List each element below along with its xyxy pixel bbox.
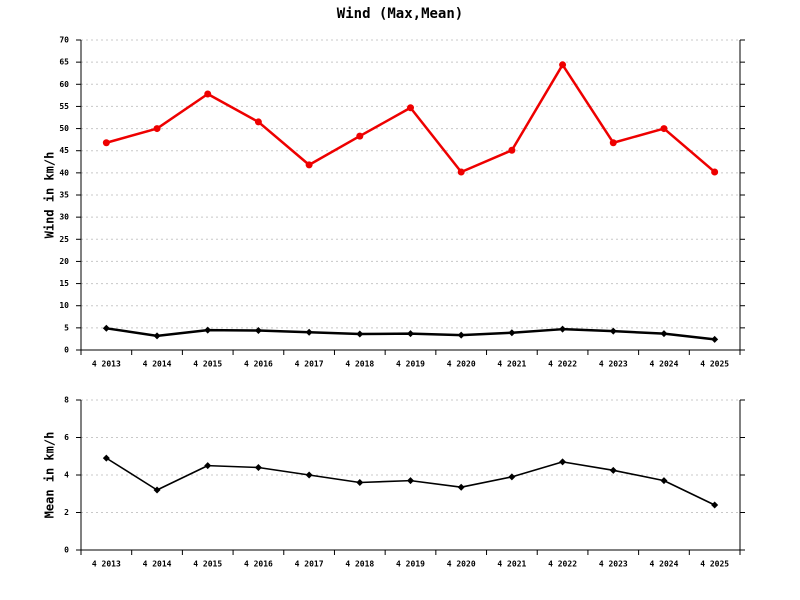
y-tick-label: 10 — [59, 301, 69, 310]
x-tick-label: 4 2022 — [548, 560, 577, 569]
point — [457, 168, 465, 176]
x-tick-label: 4 2023 — [599, 360, 628, 369]
x-tick-label: 4 2014 — [143, 360, 172, 369]
point — [204, 462, 212, 470]
y-tick-label: 30 — [59, 213, 69, 222]
point — [305, 328, 313, 336]
y-tick-label: 35 — [59, 191, 69, 200]
point — [305, 471, 313, 479]
point — [711, 168, 719, 176]
x-tick-label: 4 2013 — [92, 360, 121, 369]
x-tick-label: 4 2025 — [700, 360, 729, 369]
point — [660, 477, 668, 485]
x-tick-label: 4 2020 — [447, 360, 476, 369]
y-tick-label: 65 — [59, 58, 69, 67]
x-tick-label: 4 2020 — [447, 560, 476, 569]
y-tick-label: 5 — [64, 323, 69, 332]
y-tick-label: 50 — [59, 124, 69, 133]
y-tick-label: 25 — [59, 235, 69, 244]
x-tick-label: 4 2013 — [92, 560, 121, 569]
point — [660, 125, 668, 133]
x-tick-label: 4 2021 — [497, 560, 526, 569]
point — [153, 486, 161, 494]
x-tick-label: 4 2024 — [650, 560, 679, 569]
point — [356, 479, 364, 486]
point — [102, 139, 110, 147]
x-tick-label: 4 2023 — [599, 560, 628, 569]
point — [609, 139, 617, 147]
chart-title: Wind (Max,Mean) — [337, 6, 463, 22]
point — [559, 458, 567, 466]
y-tick-label: 4 — [64, 471, 69, 480]
y-tick-label: 45 — [59, 146, 69, 155]
y-tick-label: 20 — [59, 257, 69, 266]
point — [356, 132, 364, 140]
y-tick-label: 60 — [59, 80, 69, 89]
point — [457, 483, 465, 491]
x-tick-label: 4 2018 — [345, 560, 374, 569]
point — [407, 104, 414, 112]
x-tick-label: 4 2018 — [345, 360, 374, 369]
y-tick-label: 2 — [64, 508, 69, 517]
x-tick-label: 4 2017 — [295, 560, 324, 569]
x-tick-label: 4 2016 — [244, 360, 273, 369]
point — [356, 330, 364, 338]
point — [102, 324, 110, 332]
point — [660, 330, 668, 338]
point — [204, 90, 212, 98]
x-tick-label: 4 2021 — [497, 360, 526, 369]
y-axis-label: Mean in km/h — [43, 432, 57, 519]
point — [153, 125, 161, 133]
point — [508, 329, 516, 337]
y-tick-label: 0 — [64, 346, 69, 355]
point — [407, 477, 414, 485]
y-axis-label: Wind in km/h — [43, 152, 57, 239]
point — [305, 161, 313, 169]
point — [711, 335, 719, 343]
point — [254, 118, 262, 126]
point — [559, 61, 567, 69]
point — [407, 330, 414, 338]
point — [508, 473, 516, 481]
x-tick-label: 4 2014 — [143, 560, 172, 569]
point — [102, 454, 110, 462]
x-tick-label: 4 2015 — [193, 560, 222, 569]
y-tick-label: 70 — [59, 36, 69, 45]
y-tick-label: 0 — [64, 546, 69, 555]
x-tick-label: 4 2022 — [548, 360, 577, 369]
y-tick-label: 8 — [64, 396, 69, 405]
y-tick-label: 40 — [59, 168, 69, 177]
point — [609, 466, 617, 474]
point — [254, 464, 262, 471]
y-tick-label: 55 — [59, 102, 69, 111]
point — [609, 327, 617, 335]
point — [559, 325, 567, 333]
x-tick-label: 4 2019 — [396, 560, 425, 569]
point — [508, 146, 516, 154]
y-tick-label: 6 — [64, 433, 69, 442]
y-tick-label: 15 — [59, 279, 69, 288]
x-tick-label: 4 2019 — [396, 360, 425, 369]
x-tick-label: 4 2017 — [295, 360, 324, 369]
x-tick-label: 4 2024 — [650, 360, 679, 369]
x-tick-label: 4 2015 — [193, 360, 222, 369]
point — [153, 332, 161, 340]
x-tick-label: 4 2025 — [700, 560, 729, 569]
point — [254, 327, 262, 335]
point — [204, 326, 212, 334]
point — [457, 331, 465, 339]
point — [711, 501, 719, 509]
x-tick-label: 4 2016 — [244, 560, 273, 569]
